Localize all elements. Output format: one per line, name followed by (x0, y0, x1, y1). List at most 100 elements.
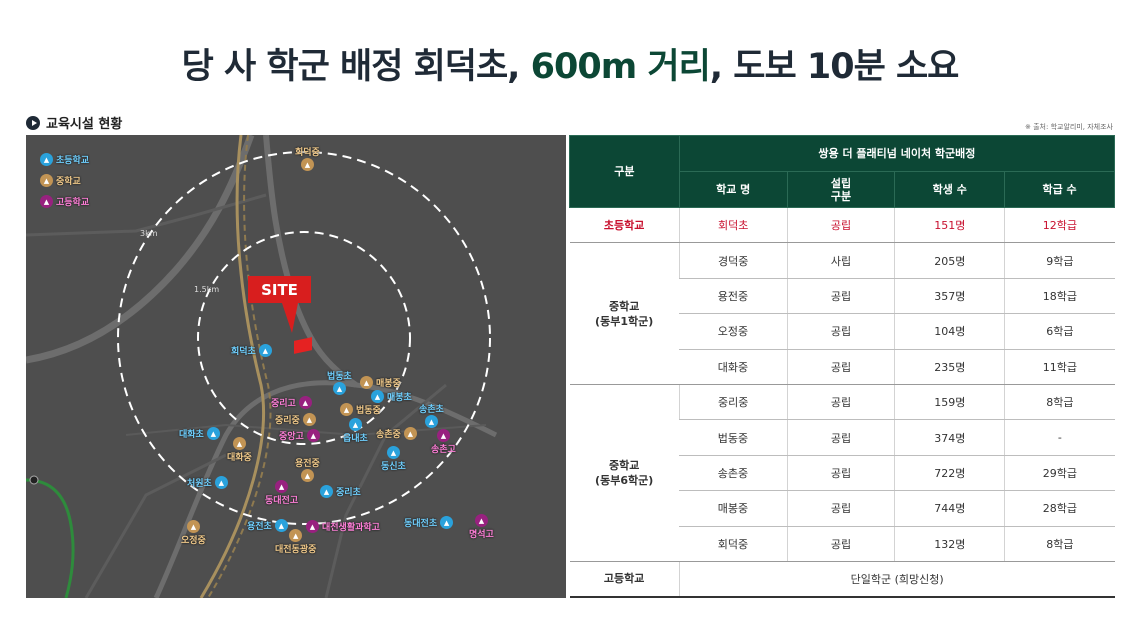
graduation-cap-icon: ▲ (403, 427, 417, 440)
section-label-text: 교육시설 현황 (46, 117, 123, 132)
table-row: 초등학교 회덕초 공립 151명 12학급 (569, 207, 1115, 244)
graduation-cap-icon: ▲ (348, 418, 362, 431)
cell-name: 용전중 (679, 278, 788, 315)
category-middle-6: 중학교 (동부6학군) (569, 384, 680, 562)
cell-name: 법동중 (679, 419, 788, 456)
title-suffix: , 도보 10분 소요 (709, 47, 960, 87)
header-founding: 설립 구분 (786, 171, 896, 208)
cell-classes: 11학급 (1004, 349, 1115, 385)
school-marker: ▲ 송촌고 (428, 429, 459, 455)
cell-students: 374명 (894, 419, 1005, 456)
cell-classes: 12학급 (1004, 207, 1115, 244)
cell-students: 151명 (894, 207, 1005, 244)
table-row: 매봉중 공립 744명 28학급 (570, 490, 1115, 527)
school-marker: ▲ 오정중 (178, 520, 209, 546)
cell-students: 205명 (894, 242, 1005, 279)
title-highlight: 600m 거리 (530, 47, 711, 87)
school-marker: ▲ 동대전고 (262, 480, 301, 506)
graduation-cap-icon: ▲ (424, 415, 438, 428)
school-marker: ▲ 대전생활과학고 (306, 520, 383, 533)
school-marker: ▲ 동신초 (378, 446, 409, 472)
cell-classes: 9학급 (1004, 242, 1115, 279)
cell-type: 공립 (786, 278, 895, 315)
table-row: 중학교 (동부6학군) 중리중 공립 159명 8학급 (569, 384, 1115, 562)
cell-students: 722명 (894, 455, 1005, 492)
legend-middle: ▲ 중학교 (40, 174, 92, 187)
table-row: 중학교 (동부1학군) 경덕중 사립 205명 9학급 (569, 242, 1115, 385)
school-marker: 중리중 ▲ (272, 413, 316, 426)
cell-type: 사립 (786, 242, 895, 279)
school-marker: 송촌초 ▲ (416, 402, 447, 428)
graduation-cap-icon: ▲ (440, 516, 454, 529)
cell-students: 132명 (894, 526, 1005, 562)
graduation-cap-icon: ▲ (302, 413, 316, 426)
cell-high-value: 단일학군 (희망신청) (678, 561, 1115, 598)
cell-name: 송촌중 (679, 455, 788, 492)
table-row: 고등학교 단일학군 (희망신청) (569, 561, 1115, 598)
cell-name: 오정중 (679, 313, 788, 350)
table-row: 오정중 공립 104명 6학급 (570, 313, 1115, 350)
table-row: 용전중 공립 357명 18학급 (570, 278, 1115, 315)
cell-students: 744명 (894, 490, 1005, 527)
title-prefix: 당 사 학군 배정 회덕초, (181, 47, 531, 87)
legend-high: ▲ 고등학교 (40, 195, 92, 208)
site-pointer (282, 303, 298, 333)
cell-type: 공립 (786, 384, 895, 421)
graduation-cap-icon: ▲ (274, 519, 288, 532)
table-row: 송촌중 공립 722명 29학급 (570, 455, 1115, 492)
category-elementary: 초등학교 (569, 207, 680, 244)
graduation-cap-icon: ▲ (40, 153, 53, 166)
cell-name: 회덕초 (678, 207, 788, 244)
category-high: 고등학교 (569, 561, 680, 598)
cell-name: 경덕중 (678, 242, 788, 279)
legend-elementary: ▲ 초등학교 (40, 153, 92, 166)
school-marker: 용전초 ▲ (244, 519, 288, 532)
header-category: 구분 (569, 135, 680, 208)
cell-students: 159명 (894, 384, 1005, 421)
category-middle-1: 중학교 (동부1학군) (569, 242, 680, 385)
play-bullet-icon (26, 115, 40, 130)
graduation-cap-icon: ▲ (436, 429, 450, 442)
source-note: ※ 출처: 학교알리미, 자체조사 (1025, 123, 1113, 131)
cell-classes: 8학급 (1004, 384, 1115, 421)
header-students: 학생 수 (894, 171, 1006, 208)
school-marker: ▲ 중리초 (320, 485, 364, 498)
cell-type: 공립 (786, 455, 895, 492)
graduation-cap-icon: ▲ (40, 174, 53, 187)
graduation-cap-icon: ▲ (232, 437, 246, 450)
cell-classes: 6학급 (1004, 313, 1115, 350)
table-row: 대화중 공립 235명 11학급 (570, 349, 1115, 385)
cell-students: 357명 (894, 278, 1005, 315)
graduation-cap-icon: ▲ (320, 485, 333, 498)
school-marker: 법동초 ▲ (324, 369, 355, 395)
cell-classes: 8학급 (1004, 526, 1115, 562)
graduation-cap-icon: ▲ (474, 514, 488, 527)
site-label: SITE (248, 276, 311, 303)
cell-name: 회덕중 (679, 526, 788, 562)
graduation-cap-icon: ▲ (306, 520, 319, 533)
school-marker: ▲ 매봉초 (371, 390, 415, 403)
cell-type: 공립 (786, 419, 895, 456)
graduation-cap-icon: ▲ (275, 480, 289, 493)
section-label: 교육시설 현황 (26, 113, 122, 132)
school-assignment-table: 구분 쌍용 더 플래티넘 네이처 학군배정 학교 명 설립 구분 학생 수 학급… (569, 135, 1116, 598)
school-marker: ▲ 법동중 (340, 403, 384, 416)
school-marker: 처원초 ▲ (184, 476, 228, 489)
school-marker: 회덕초 ▲ (228, 344, 272, 357)
cell-students: 235명 (894, 349, 1005, 385)
school-marker: 중앙고 ▲ (276, 429, 320, 442)
ring-3km (117, 151, 491, 525)
graduation-cap-icon: ▲ (298, 396, 312, 409)
graduation-cap-icon: ▲ (186, 520, 200, 533)
cell-classes: - (1004, 419, 1115, 456)
graduation-cap-icon: ▲ (214, 476, 228, 489)
cell-classes: 29학급 (1004, 455, 1115, 492)
graduation-cap-icon: ▲ (360, 376, 373, 389)
cell-type: 공립 (786, 207, 895, 244)
map-legend: ▲ 초등학교 ▲ 중학교 ▲ 고등학교 (40, 153, 92, 216)
cell-type: 공립 (786, 490, 895, 527)
table-row: 회덕중 공립 132명 8학급 (570, 526, 1115, 562)
header-classes: 학급 수 (1004, 171, 1115, 208)
graduation-cap-icon: ▲ (306, 429, 320, 442)
cell-classes: 28학급 (1004, 490, 1115, 527)
